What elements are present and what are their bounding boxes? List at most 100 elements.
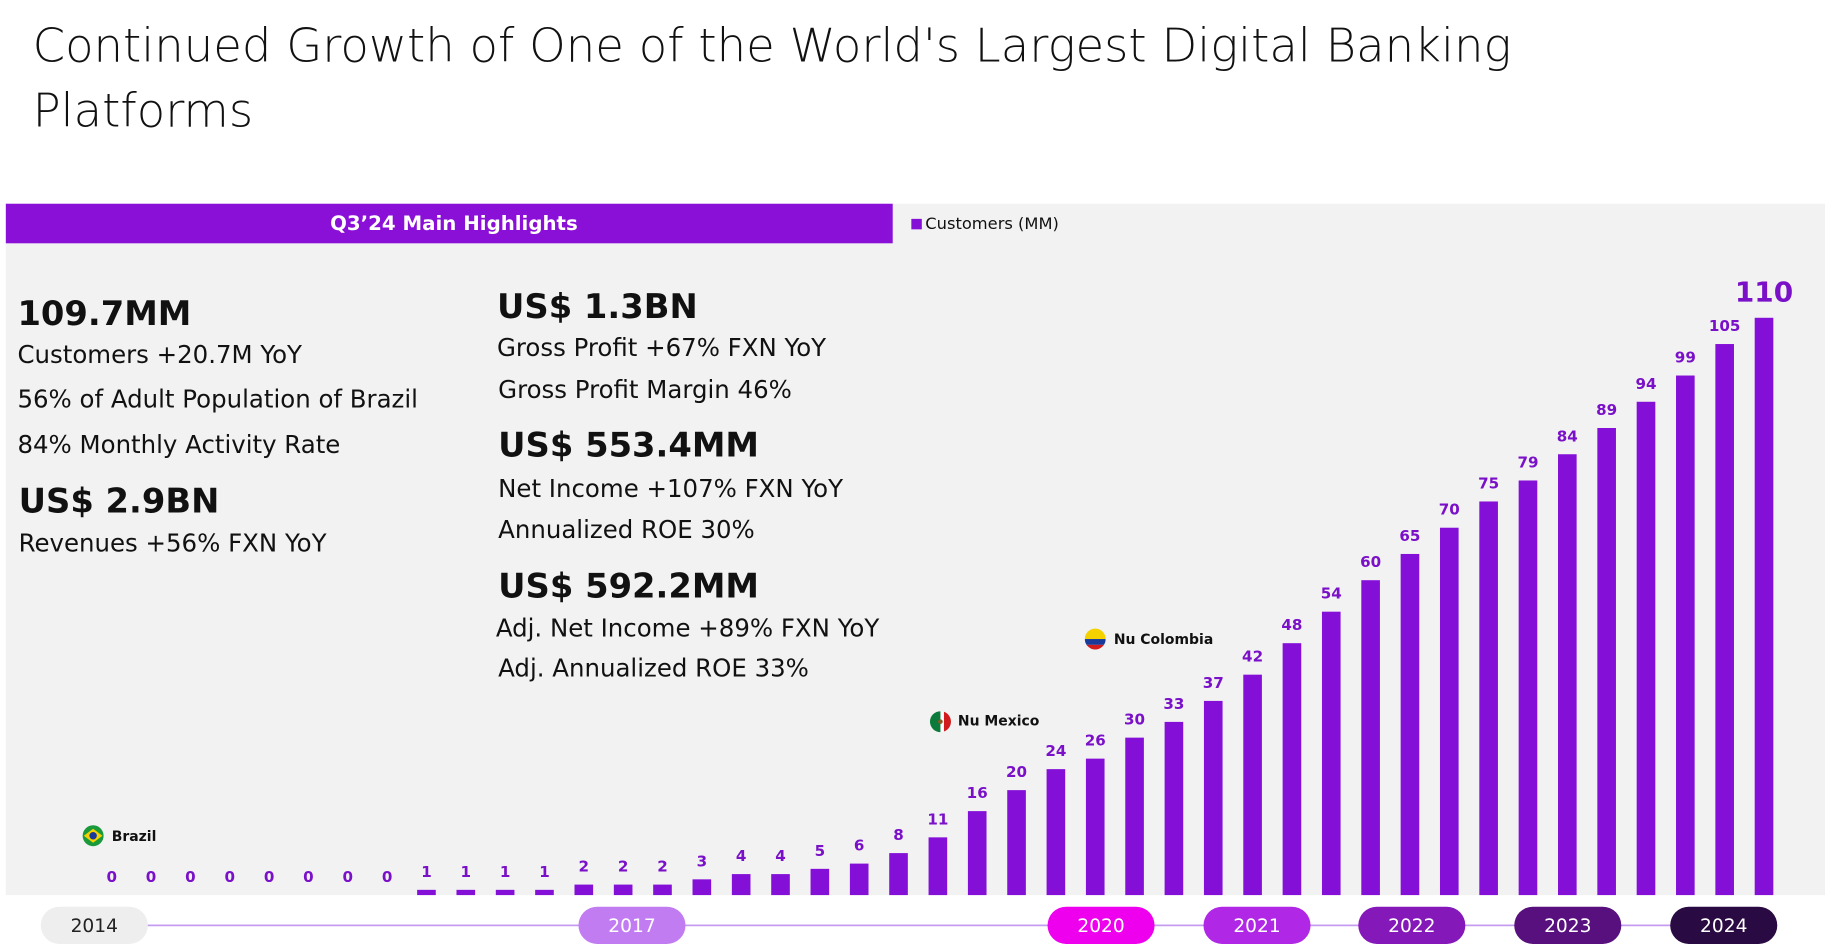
bar xyxy=(771,874,790,896)
bar xyxy=(1597,428,1616,896)
bar xyxy=(1676,375,1695,896)
highlight-line: Net Income +107% FXN YoY xyxy=(498,474,843,503)
value-label: 0 xyxy=(382,868,393,886)
value-label: 0 xyxy=(343,868,354,886)
value-label: 3 xyxy=(697,852,708,870)
value-label: 4 xyxy=(736,847,747,865)
value-label: 54 xyxy=(1321,585,1342,603)
bars: 0 0 0 0 0 0 0 0 1 1 1 1 2 2 2 3 4 4 5 681116202426303337424… xyxy=(106,275,1793,896)
headline: US$ 592.2MM xyxy=(498,566,759,605)
bar xyxy=(928,837,948,896)
timeline-pill xyxy=(1047,906,1155,944)
timeline: 2014 2017 2020 2021 2022 2023 2024 xyxy=(40,906,1778,944)
value-label: 0 xyxy=(185,868,196,886)
flag-brazil xyxy=(82,825,104,847)
bar xyxy=(1439,527,1459,896)
bar xyxy=(1085,758,1105,896)
value-label: 105 xyxy=(1709,317,1741,335)
headline: US$ 2.9BN xyxy=(19,481,220,520)
bar xyxy=(1203,700,1223,896)
value-label: 24 xyxy=(1045,742,1066,760)
timeline-year: 2022 xyxy=(1388,916,1435,937)
value-label: 0 xyxy=(224,868,235,886)
headline: 109.7MM xyxy=(17,294,191,333)
highlight-line: Revenues +56% FXN YoY xyxy=(19,529,327,558)
value-label: 11 xyxy=(927,810,948,828)
headline: US$ 1.3BN xyxy=(497,287,698,326)
value-label: 89 xyxy=(1596,401,1617,419)
marker-label: Nu Colombia xyxy=(1114,632,1213,648)
value-label: 2 xyxy=(618,858,629,876)
bar xyxy=(417,889,436,896)
value-label: 60 xyxy=(1360,553,1381,571)
value-label: 99 xyxy=(1675,349,1696,367)
legend-label: Customers (MM) xyxy=(925,214,1059,233)
bar xyxy=(1046,769,1066,896)
bar xyxy=(849,863,869,896)
highlight-line: 56% of Adult Population of Brazil xyxy=(17,384,418,413)
value-label: 4 xyxy=(775,847,786,865)
value-label: 0 xyxy=(146,868,157,886)
bar xyxy=(1518,480,1538,896)
timeline-pill xyxy=(1670,906,1778,944)
value-label: 48 xyxy=(1281,616,1302,634)
highlight-line: 84% Monthly Activity Rate xyxy=(17,430,340,459)
bar xyxy=(1558,454,1577,896)
highlight-line: Adj. Annualized ROE 33% xyxy=(498,653,809,682)
bar xyxy=(495,889,515,896)
value-label: 2 xyxy=(579,858,590,876)
timeline-pill xyxy=(1203,906,1311,944)
flag-mexico xyxy=(929,711,951,733)
marker-label: Nu Mexico xyxy=(958,714,1039,730)
highlights-header-bar xyxy=(5,203,893,244)
bar xyxy=(1400,553,1420,896)
value-label: 0 xyxy=(106,868,117,886)
value-label: 2 xyxy=(657,858,668,876)
value-label: 20 xyxy=(1006,763,1027,781)
bar xyxy=(1007,790,1026,896)
value-label: 16 xyxy=(967,784,988,802)
bar xyxy=(810,868,830,896)
marker-label: Brazil xyxy=(112,829,157,845)
highlight-line: Gross Profit +67% FXN YoY xyxy=(497,333,826,362)
bar xyxy=(613,884,633,896)
bar xyxy=(574,884,594,896)
value-label: 94 xyxy=(1635,375,1656,393)
bar xyxy=(1636,401,1656,896)
value-label: 79 xyxy=(1517,454,1538,472)
timeline-pill xyxy=(1514,906,1622,944)
highlight-line: Annualized ROE 30% xyxy=(498,515,755,544)
bar xyxy=(967,811,987,896)
bar xyxy=(692,879,712,896)
value-label: 1 xyxy=(500,863,511,881)
bar xyxy=(1479,501,1498,896)
value-label: 33 xyxy=(1163,695,1184,713)
flag-colombia xyxy=(1084,628,1106,650)
value-label: 0 xyxy=(303,868,314,886)
headline: US$ 553.4MM xyxy=(498,425,759,464)
bar xyxy=(1282,643,1302,896)
bar xyxy=(1715,344,1734,896)
value-label: 6 xyxy=(854,837,865,855)
bar xyxy=(1164,721,1184,896)
bar xyxy=(889,853,908,896)
value-label: 70 xyxy=(1439,501,1460,519)
value-label: 110 xyxy=(1735,275,1793,308)
value-label: 1 xyxy=(461,863,472,881)
value-label: 8 xyxy=(893,826,904,844)
bar xyxy=(731,874,751,896)
timeline-year: 2020 xyxy=(1077,916,1124,937)
bar xyxy=(1243,674,1262,896)
timeline-year: 2024 xyxy=(1700,916,1747,937)
value-label: 1 xyxy=(421,863,432,881)
highlights-header: Q3’24 Main Highlights xyxy=(330,212,578,235)
timeline-year: 2017 xyxy=(608,916,655,937)
highlight-line: Gross Profit Margin 46% xyxy=(498,375,792,404)
value-label: 84 xyxy=(1557,427,1578,445)
timeline-pill xyxy=(578,906,686,944)
bar xyxy=(653,884,672,896)
value-label: 65 xyxy=(1399,527,1420,545)
value-label: 5 xyxy=(815,842,826,860)
